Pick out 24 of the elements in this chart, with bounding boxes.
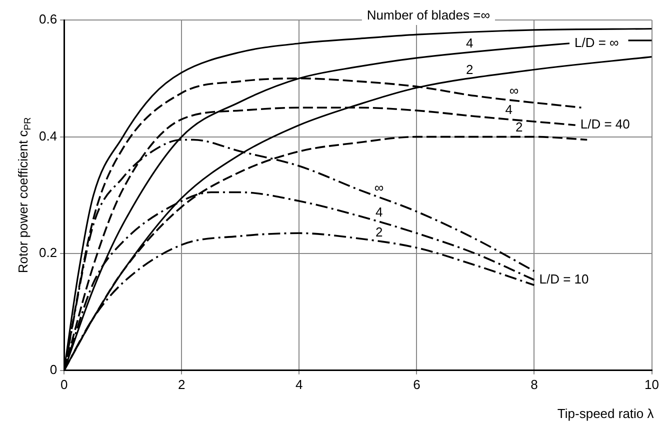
annotation: L/D = ∞ (574, 34, 619, 50)
series-label: ∞ (509, 82, 519, 98)
y-axis-title: Rotor power coefficient cPR (16, 117, 32, 274)
y-tick-label: 0 (50, 362, 58, 377)
y-tick-label: 0.6 (38, 12, 58, 27)
y-tick-label: 0.4 (38, 128, 58, 144)
y-tick-label: 0.2 (38, 245, 58, 260)
annotation: Number of blades =∞ (366, 8, 490, 23)
series-label: 2 (375, 224, 383, 240)
x-tick-label: 2 (178, 376, 186, 392)
annotation: L/D = 40 (580, 116, 630, 132)
series-label: 2 (466, 62, 474, 78)
x-tick-label: 4 (296, 376, 303, 392)
series-label: 4 (466, 35, 474, 50)
x-tick-label: 6 (413, 376, 420, 392)
annotation: L/D = 10 (539, 271, 589, 286)
series-label: 4 (505, 102, 513, 117)
x-tick-label: 0 (60, 376, 68, 392)
x-tick-label: 10 (644, 376, 660, 392)
x-tick-label: 8 (530, 376, 538, 392)
series-label: ∞ (374, 180, 384, 195)
series-label: 2 (516, 119, 523, 134)
series-label: 4 (375, 204, 383, 220)
x-axis-title: Tip-speed ratio λ (557, 406, 654, 421)
